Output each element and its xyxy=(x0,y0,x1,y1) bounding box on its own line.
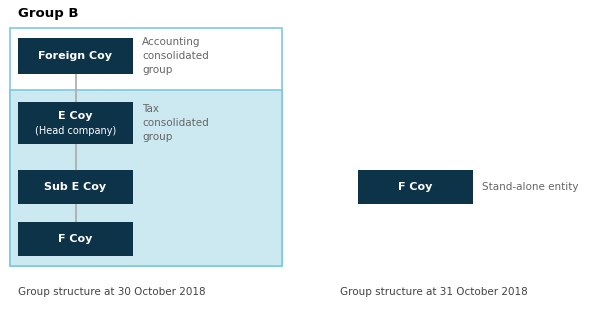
FancyBboxPatch shape xyxy=(18,222,133,256)
Text: Group structure at 31 October 2018: Group structure at 31 October 2018 xyxy=(340,287,528,297)
Text: Stand-alone entity: Stand-alone entity xyxy=(482,182,579,192)
FancyBboxPatch shape xyxy=(18,38,133,74)
FancyBboxPatch shape xyxy=(10,90,282,266)
Text: Sub E Coy: Sub E Coy xyxy=(45,182,107,192)
Text: Tax
consolidated
group: Tax consolidated group xyxy=(142,104,209,142)
Text: Group structure at 30 October 2018: Group structure at 30 October 2018 xyxy=(18,287,206,297)
Text: F Coy: F Coy xyxy=(58,234,93,244)
Text: Foreign Coy: Foreign Coy xyxy=(39,51,113,61)
Text: Group B: Group B xyxy=(18,8,78,20)
Text: E Coy: E Coy xyxy=(58,111,93,121)
FancyBboxPatch shape xyxy=(358,170,473,204)
Text: F Coy: F Coy xyxy=(399,182,433,192)
FancyBboxPatch shape xyxy=(18,102,133,144)
FancyBboxPatch shape xyxy=(18,170,133,204)
Text: (Head company): (Head company) xyxy=(35,126,116,136)
Text: Accounting
consolidated
group: Accounting consolidated group xyxy=(142,37,209,75)
